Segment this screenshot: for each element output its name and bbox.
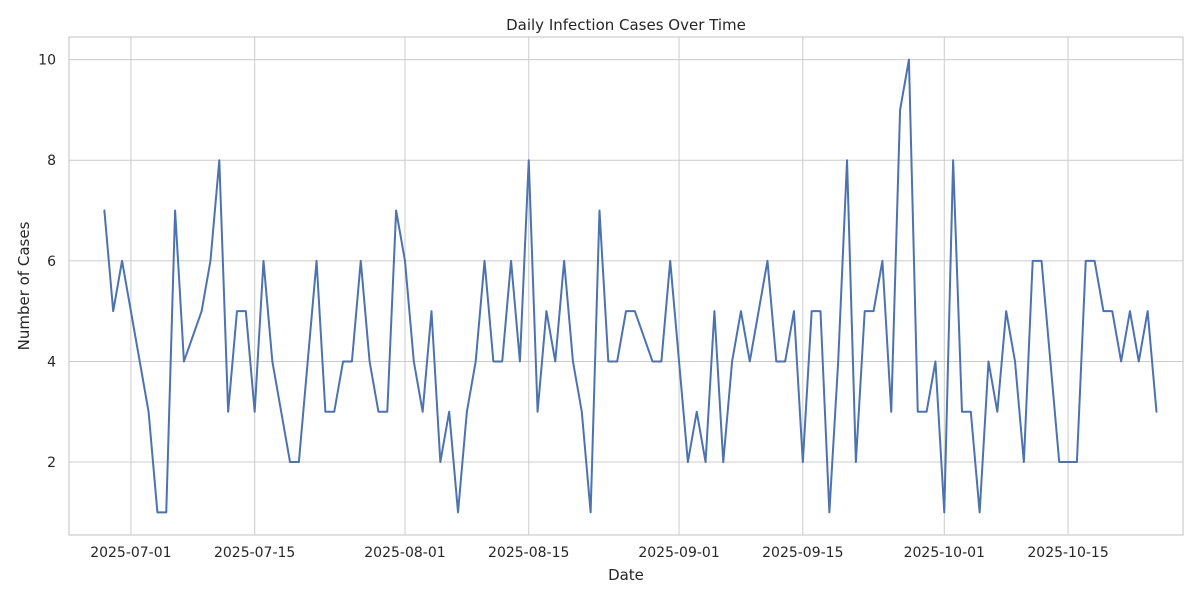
chart-title: Daily Infection Cases Over Time [506, 16, 746, 34]
x-tick-label: 2025-07-01 [90, 545, 171, 561]
y-tick-label: 4 [47, 354, 56, 370]
y-tick-label: 8 [47, 153, 56, 169]
y-tick-label: 10 [38, 53, 56, 69]
x-tick-label: 2025-08-01 [364, 545, 445, 561]
plot-frame [68, 36, 1184, 536]
y-axis-label: Number of Cases [15, 221, 33, 350]
x-tick-label: 2025-08-15 [488, 545, 569, 561]
series-layer [103, 58, 1158, 514]
x-tick-label: 2025-10-15 [1027, 545, 1108, 561]
series-line [103, 58, 1158, 514]
y-tick-label: 2 [47, 455, 56, 471]
x-tick-label: 2025-09-15 [762, 545, 843, 561]
x-tick-label: 2025-07-15 [214, 545, 295, 561]
grid [69, 37, 1183, 535]
x-axis-label: Date [608, 566, 644, 584]
x-tick-label: 2025-09-01 [638, 545, 719, 561]
y-tick-label: 6 [47, 254, 56, 270]
x-tick-labels: 2025-07-01 2025-07-15 2025-08-01 2025-08-15… [90, 545, 1109, 561]
y-tick-labels: 2 4 6 8 10 [38, 53, 56, 471]
x-tick-label: 2025-10-01 [904, 545, 985, 561]
